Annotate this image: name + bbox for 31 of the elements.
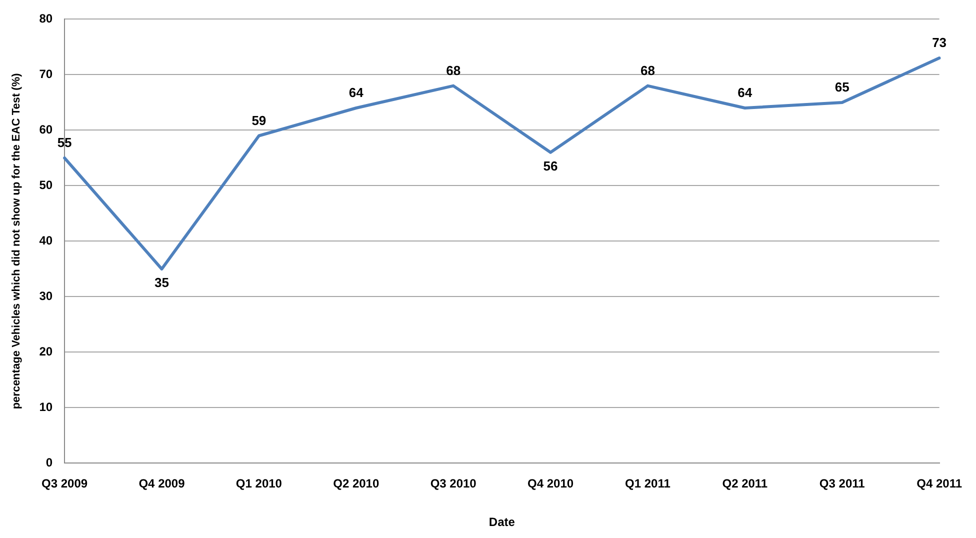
y-tick-label: 10: [39, 400, 53, 414]
y-tick-label: 50: [39, 178, 53, 192]
data-label: 56: [543, 158, 558, 174]
data-label: 64: [348, 85, 364, 100]
y-axis-title: percentage Vehicles which did not show up for the EAC Test (%): [10, 72, 23, 410]
x-tick-label: Q4 2009: [138, 476, 186, 491]
y-tick-label: 20: [39, 344, 53, 359]
y-tick-label: 30: [39, 289, 53, 304]
x-tick-label: Q2 2010: [333, 476, 380, 491]
x-tick-label: Q3 2010: [430, 476, 477, 491]
data-label: 35: [154, 275, 169, 290]
x-tick-label: Q2 2011: [722, 476, 768, 491]
data-label: 65: [834, 80, 850, 95]
data-label: 73: [932, 35, 947, 50]
y-tick-label: 40: [39, 234, 53, 248]
y-tick-label: 80: [39, 12, 53, 26]
data-label: 59: [252, 112, 266, 128]
data-label: 68: [640, 62, 655, 78]
x-tick-label: Q3 2009: [42, 476, 88, 491]
data-label: 64: [738, 85, 753, 100]
x-tick-label: Q1 2011: [625, 476, 671, 491]
x-tick-label: Q1 2010: [236, 476, 282, 491]
x-axis-title: Date: [488, 515, 516, 530]
data-label: 68: [446, 62, 461, 78]
y-tick-label: 0: [46, 456, 53, 470]
x-tick-label: Q4 2010: [528, 476, 574, 491]
x-tick-label: Q4 2011: [916, 476, 962, 491]
y-tick-label: 70: [39, 67, 53, 82]
x-tick-label: Q3 2011: [819, 476, 866, 491]
y-tick-label: 60: [39, 122, 53, 137]
data-label: 55: [57, 135, 72, 150]
